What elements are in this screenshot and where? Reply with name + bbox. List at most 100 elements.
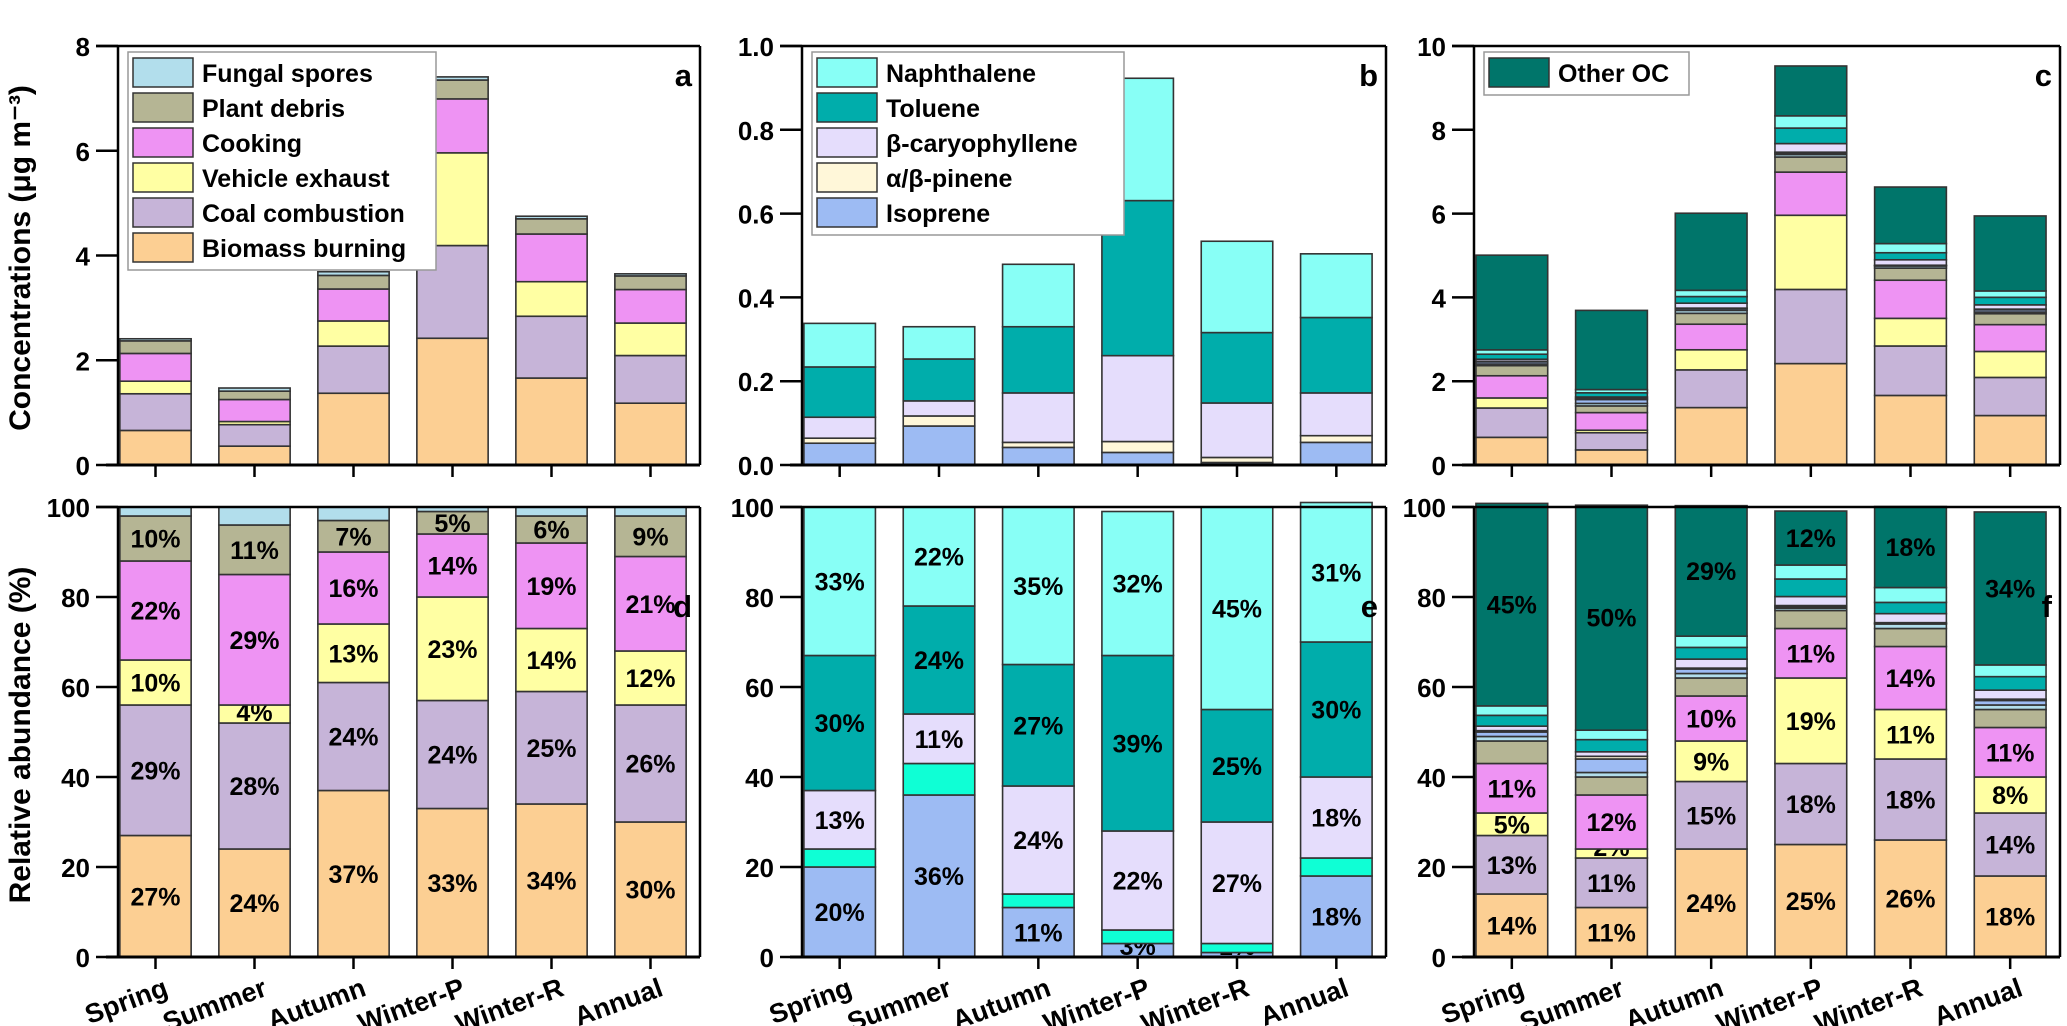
bar-segment-isoprene bbox=[902, 794, 976, 958]
bar-segment--caryophyllene bbox=[1299, 776, 1373, 859]
bar-segment-naphthalene bbox=[1200, 506, 1274, 711]
y-tick-label: 0 bbox=[1432, 943, 1446, 973]
legend-label: α/β-pinene bbox=[886, 165, 1013, 193]
bar-segment-toluene bbox=[1873, 251, 1948, 261]
data-label: 12% bbox=[625, 665, 675, 693]
bar-segment-plant-debris bbox=[1475, 364, 1549, 377]
bar-segment-toluene bbox=[1774, 127, 1848, 145]
data-label: 10% bbox=[1686, 706, 1736, 734]
bar-segment-cooking bbox=[218, 573, 291, 706]
y-tick-label: 20 bbox=[1417, 853, 1446, 883]
bar-segment-naphthalene bbox=[1001, 263, 1075, 328]
data-label: 25% bbox=[1212, 753, 1262, 781]
y-tick-label: 8 bbox=[1432, 116, 1446, 146]
data-label: 13% bbox=[328, 640, 378, 668]
data-label: 14% bbox=[526, 647, 576, 675]
panel-a: 0 2 4 6 8 a Fungal spores Plant debris Cooking Ve… bbox=[76, 32, 702, 481]
bar-segment--caryophyllene bbox=[1299, 392, 1373, 437]
bar-segment-plant-debris bbox=[1873, 267, 1948, 282]
bar-segment--caryophyllene bbox=[1200, 821, 1274, 945]
bar-segment-coal-combustion bbox=[119, 392, 192, 432]
bar-segment-cooking bbox=[1774, 171, 1848, 217]
bar-segment-plant-debris bbox=[317, 519, 390, 553]
data-label: 26% bbox=[625, 751, 675, 779]
bar-segment-coal-combustion bbox=[1774, 288, 1848, 365]
bar-segment-plant-debris bbox=[1574, 776, 1649, 796]
bar-segment-toluene bbox=[803, 654, 877, 792]
legend-swatch bbox=[132, 127, 194, 158]
bar-segment-cooking bbox=[515, 233, 588, 283]
data-label: 18% bbox=[1985, 904, 2035, 932]
data-label: 14% bbox=[1885, 665, 1935, 693]
bar-segment-plant-debris bbox=[1674, 312, 1748, 326]
bar-segment-vehicle-exhaust bbox=[119, 380, 192, 395]
data-label: 27% bbox=[1212, 870, 1262, 898]
bar-segment-biomass-burning bbox=[614, 402, 687, 466]
x-tick-label: Autumn bbox=[948, 972, 1054, 1026]
bar-segment-vehicle-exhaust bbox=[1674, 740, 1748, 783]
bar-segment-fungal-spores bbox=[614, 506, 687, 517]
bar-segment-biomass-burning bbox=[218, 445, 291, 466]
x-tick-label: Annual bbox=[1256, 972, 1352, 1026]
bar-segment-plant-debris bbox=[119, 340, 192, 355]
bar-segment-other-oc bbox=[1774, 510, 1848, 566]
bar-segment-cooking bbox=[1674, 695, 1748, 742]
bar-segment-vehicle-exhaust bbox=[1873, 317, 1948, 347]
data-label: 25% bbox=[1786, 888, 1836, 916]
legend-swatch bbox=[816, 92, 878, 123]
bar-segment-coal-combustion bbox=[515, 315, 588, 379]
bar-segment-plant-debris bbox=[515, 218, 588, 235]
y-tick-label: 60 bbox=[745, 673, 774, 703]
y-tick-label: 1.0 bbox=[738, 32, 774, 62]
bar-segment-vehicle-exhaust bbox=[1475, 397, 1549, 409]
x-tick-label: Spring bbox=[1437, 972, 1528, 1026]
legend-label: Biomass burning bbox=[202, 235, 406, 263]
bar-segment--caryophyllene bbox=[1873, 258, 1948, 267]
data-label: 18% bbox=[1885, 787, 1935, 815]
data-label: 35% bbox=[1013, 573, 1063, 601]
bar-segment-coal-combustion bbox=[317, 681, 390, 792]
bar-segment-other-oc bbox=[1973, 511, 2047, 666]
data-label: 33% bbox=[427, 870, 477, 898]
bar-segment-fungal-spores bbox=[515, 215, 588, 220]
legend-label: Other OC bbox=[1558, 60, 1669, 88]
bar-segment-fungal-spores bbox=[515, 506, 588, 517]
y-tick-label: 0.6 bbox=[738, 200, 774, 230]
bar-segment-toluene bbox=[1299, 641, 1373, 778]
bar-segment--caryophyllene bbox=[1101, 354, 1175, 443]
data-label: 25% bbox=[526, 735, 576, 763]
bar-segment-biomass-burning bbox=[1873, 394, 1948, 466]
bar-segment-coal-combustion bbox=[614, 354, 687, 404]
data-label: 18% bbox=[1786, 791, 1836, 819]
data-label: 24% bbox=[1013, 827, 1063, 855]
legend-swatch bbox=[132, 162, 194, 193]
bar-segment-isoprene bbox=[1001, 446, 1075, 466]
panel-letter: b bbox=[1359, 58, 1378, 93]
bar-segment-naphthalene bbox=[1574, 729, 1649, 741]
y-tick-label: 80 bbox=[61, 583, 90, 613]
panel-letter: c bbox=[2035, 58, 2052, 93]
data-label: 34% bbox=[1985, 575, 2035, 603]
bar-segment-toluene bbox=[902, 605, 976, 715]
bar-segment-isoprene bbox=[1101, 451, 1175, 466]
bar-segment-toluene bbox=[1574, 738, 1649, 753]
bar-segment-other-oc bbox=[1674, 212, 1748, 292]
legend-label: Fungal spores bbox=[202, 60, 373, 88]
bar-segment--pinene bbox=[1001, 893, 1075, 909]
data-label: 22% bbox=[914, 544, 964, 572]
data-label: 45% bbox=[1212, 595, 1262, 623]
data-label: 11% bbox=[915, 726, 964, 754]
data-label: 30% bbox=[1311, 697, 1361, 725]
bar-segment--caryophyllene bbox=[803, 416, 877, 439]
bar-segment--caryophyllene bbox=[1674, 658, 1748, 669]
panel-e: 20% 13% 30% 33% Spring 36% 11% 24% 22% Summer 11% 2… bbox=[731, 493, 1388, 1026]
bar-segment-biomass-burning bbox=[218, 848, 291, 958]
bar-segment-biomass-burning bbox=[416, 337, 489, 466]
data-label: 11% bbox=[1786, 640, 1835, 668]
bar-segment-toluene bbox=[1774, 578, 1848, 598]
bar-segment-naphthalene bbox=[1873, 242, 1948, 254]
bar-segment-vehicle-exhaust bbox=[614, 322, 687, 357]
bar-segment-plant-debris bbox=[614, 515, 687, 558]
data-label: 18% bbox=[1885, 534, 1935, 562]
x-tick-label: Summer bbox=[159, 972, 271, 1026]
